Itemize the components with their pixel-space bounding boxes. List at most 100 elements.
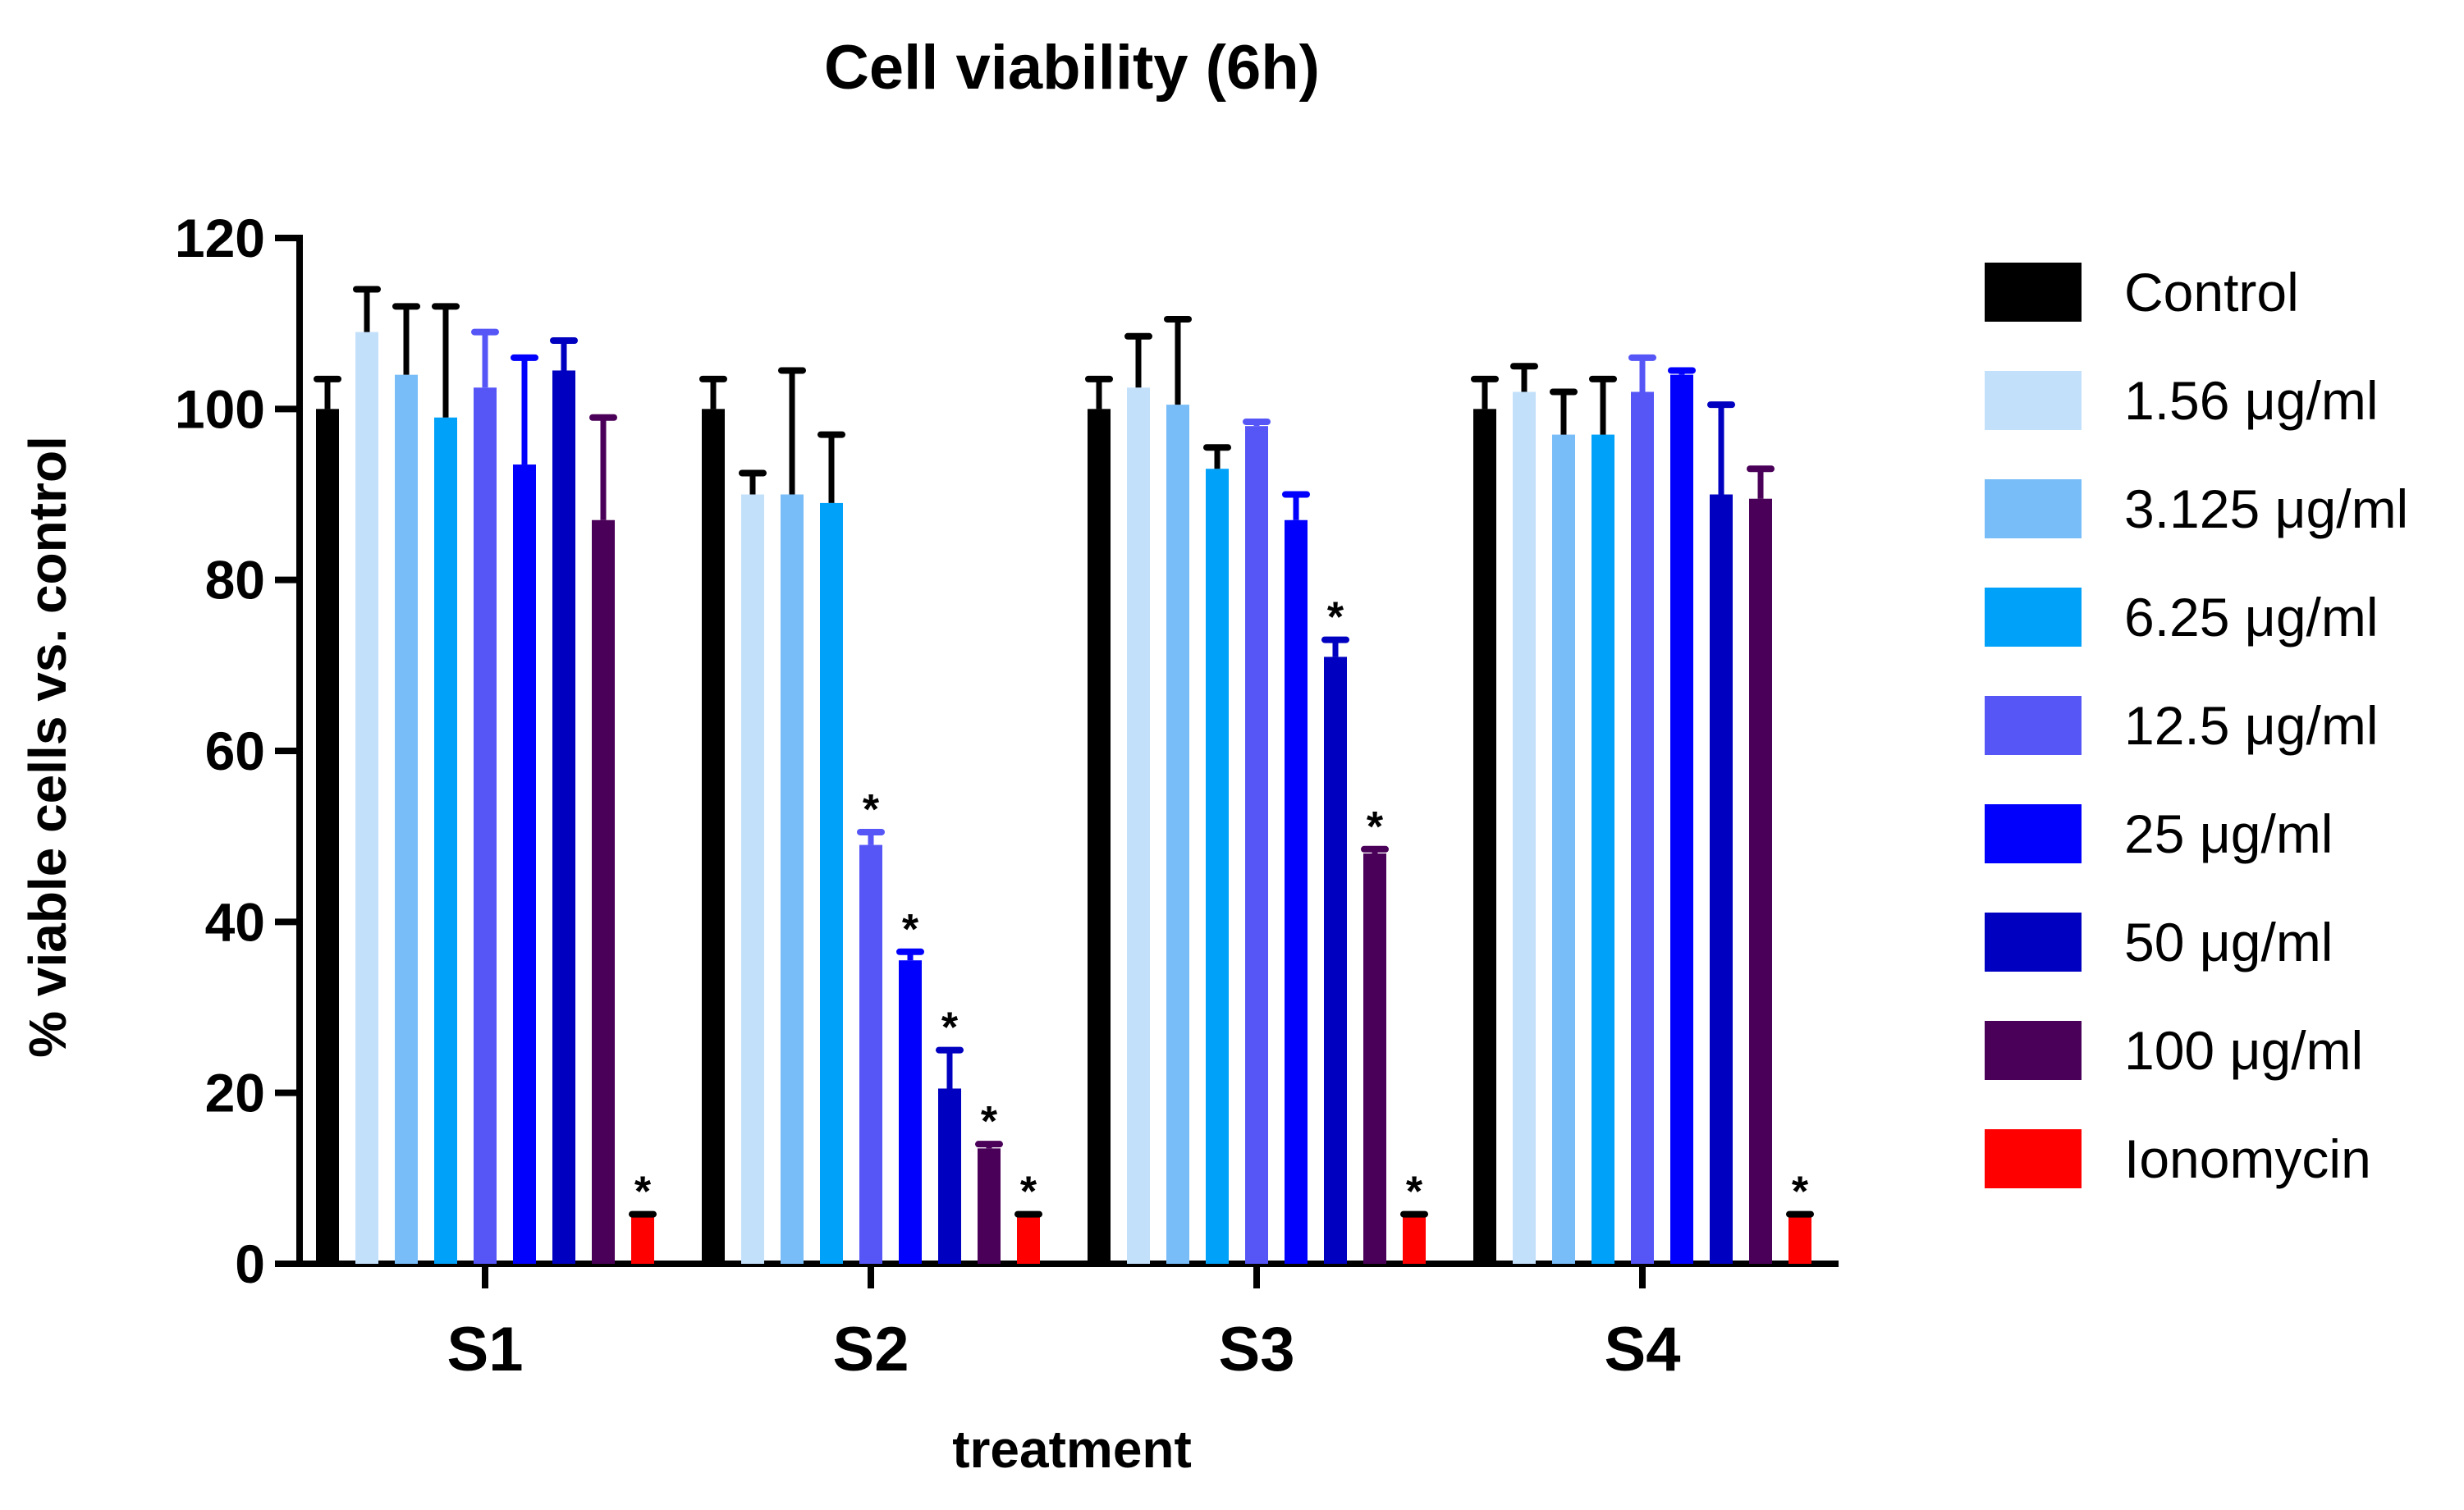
- significance-marker: *: [1327, 594, 1344, 642]
- legend-item-9: Ionomycin: [1985, 1128, 2371, 1189]
- significance-marker: *: [1367, 803, 1384, 851]
- bar-s2-series-4: [820, 502, 843, 1264]
- legend-swatch: [1985, 913, 2082, 972]
- legend-label: 25 μg/ml: [2124, 803, 2333, 864]
- bar-s3-series-5: [1245, 426, 1268, 1264]
- series-3: [392, 303, 1578, 1265]
- legend-label: Ionomycin: [2124, 1128, 2371, 1189]
- chart-title: Cell viability (6h): [824, 33, 1320, 103]
- bar-s2-series-6: [899, 960, 922, 1264]
- significance-marker: *: [634, 1169, 652, 1216]
- x-tick-label-s2: S2: [833, 1315, 909, 1384]
- bar-s1-series-3: [395, 374, 418, 1265]
- legend: Control 1.56 μg/ml 3.125 μg/ml 6.25 μg/ml 12…: [1985, 262, 2408, 1189]
- bar-s4-series-4: [1592, 434, 1614, 1264]
- y-axis-title: % viable cells vs. control: [18, 436, 77, 1058]
- significance-marker: *: [1406, 1169, 1423, 1216]
- bar-s2-series-5: [859, 844, 882, 1264]
- y-tick-label: 120: [175, 208, 265, 268]
- legend-item-4: 6.25 μg/ml: [1985, 587, 2379, 647]
- series-9: * * * *: [629, 1169, 1814, 1264]
- y-axis: 0 20 40 60 80 100 120: [175, 208, 303, 1294]
- bar-s2-series-9: [1017, 1216, 1040, 1264]
- series-6: *: [511, 354, 1696, 1265]
- legend-label: 50 μg/ml: [2124, 912, 2333, 972]
- y-tick-label: 20: [205, 1063, 265, 1123]
- bar-s4-series-7: [1710, 494, 1733, 1264]
- x-tick-label-s3: S3: [1219, 1315, 1295, 1384]
- significance-marker: *: [1792, 1169, 1809, 1216]
- legend-item-7: 50 μg/ml: [1985, 912, 2333, 972]
- bar-s3-series-7: [1324, 657, 1347, 1264]
- legend-item-3: 3.125 μg/ml: [1985, 478, 2408, 539]
- bar-s4-series-5: [1631, 391, 1654, 1264]
- bar-s4-series-8: [1749, 498, 1772, 1264]
- legend-label: 1.56 μg/ml: [2124, 370, 2379, 431]
- legend-label: 3.125 μg/ml: [2124, 478, 2408, 539]
- bar-s2-series-1: [702, 409, 725, 1264]
- bar-s3-series-4: [1206, 469, 1229, 1264]
- y-tick-label: 80: [205, 550, 265, 611]
- bar-s4-series-3: [1552, 434, 1575, 1264]
- legend-swatch: [1985, 1129, 2082, 1188]
- legend-item-5: 12.5 μg/ml: [1985, 695, 2379, 756]
- legend-item-8: 100 μg/ml: [1985, 1020, 2363, 1081]
- legend-item-2: 1.56 μg/ml: [1985, 370, 2379, 431]
- bar-s2-series-7: [938, 1088, 961, 1264]
- bar-s1-series-7: [552, 370, 575, 1264]
- legend-item-6: 25 μg/ml: [1985, 803, 2333, 864]
- bar-s4-series-9: [1788, 1216, 1811, 1264]
- legend-label: 100 μg/ml: [2124, 1020, 2363, 1081]
- y-tick-label: 40: [205, 891, 265, 952]
- bar-s3-series-3: [1166, 405, 1189, 1264]
- legend-swatch: [1985, 696, 2082, 755]
- legend-swatch: [1985, 263, 2082, 322]
- x-axis: S1 S2 S3 S4: [296, 1261, 1839, 1384]
- significance-marker: *: [981, 1098, 998, 1146]
- bar-s2-series-8: [978, 1148, 1001, 1264]
- bar-s4-series-1: [1473, 409, 1496, 1264]
- bar-s1-series-2: [355, 332, 378, 1264]
- bar-s1-series-6: [513, 464, 536, 1264]
- legend-label: 12.5 μg/ml: [2124, 695, 2379, 756]
- bar-s3-series-1: [1088, 409, 1111, 1264]
- y-tick-label: 60: [205, 721, 265, 781]
- legend-swatch: [1985, 371, 2082, 430]
- bar-s3-series-9: [1403, 1216, 1426, 1264]
- bar-s1-series-9: [631, 1216, 654, 1264]
- bar-s4-series-2: [1513, 391, 1536, 1264]
- series-2: [353, 286, 1538, 1265]
- x-axis-title: treatment: [952, 1420, 1192, 1479]
- y-tick-label: 0: [235, 1233, 265, 1294]
- series-5: *: [471, 328, 1656, 1265]
- legend-swatch: [1985, 804, 2082, 863]
- series-7: **: [550, 337, 1735, 1264]
- legend-label: 6.25 μg/ml: [2124, 587, 2379, 647]
- x-tick-label-s1: S1: [447, 1315, 524, 1384]
- bar-s1-series-4: [434, 417, 457, 1264]
- bar-s3-series-6: [1285, 519, 1308, 1264]
- series-8: **: [589, 414, 1775, 1264]
- y-tick-label: 100: [175, 378, 265, 439]
- legend-label: Control: [2124, 262, 2299, 323]
- series-1: [314, 375, 1499, 1264]
- bar-s1-series-5: [474, 387, 497, 1265]
- bar-s1-series-8: [592, 519, 615, 1264]
- bar-s1-series-1: [316, 409, 339, 1264]
- significance-marker: *: [902, 906, 919, 954]
- bar-s3-series-2: [1127, 387, 1150, 1265]
- significance-marker: *: [941, 1004, 959, 1052]
- bar-s2-series-2: [741, 494, 764, 1264]
- legend-swatch: [1985, 588, 2082, 647]
- significance-marker: *: [1020, 1169, 1037, 1216]
- series-4: [432, 303, 1617, 1264]
- legend-item-1: Control: [1985, 262, 2299, 323]
- bar-s2-series-3: [781, 494, 804, 1264]
- legend-swatch: [1985, 479, 2082, 538]
- bar-s3-series-8: [1363, 853, 1386, 1264]
- bars-layer: ******* * * *: [314, 286, 1814, 1265]
- significance-marker: *: [863, 786, 880, 834]
- legend-swatch: [1985, 1021, 2082, 1080]
- bar-s4-series-6: [1670, 374, 1693, 1265]
